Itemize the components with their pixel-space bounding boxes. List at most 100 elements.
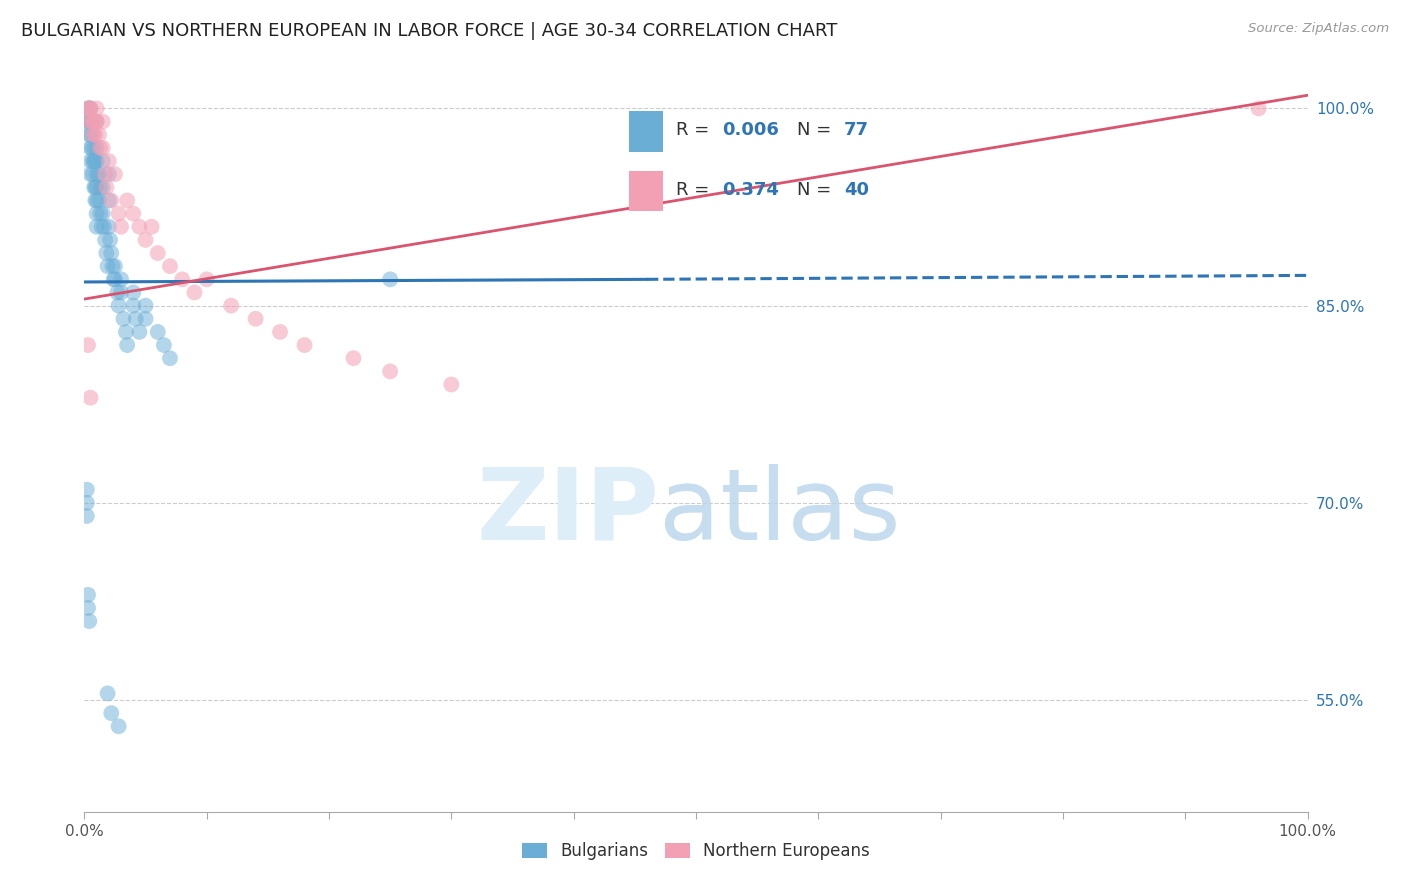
Point [1247, 102, 1270, 116]
Point [94, 233, 117, 247]
Point [76, 483, 98, 497]
Text: atlas: atlas [659, 464, 901, 560]
Point [101, 259, 124, 273]
Text: BULGARIAN VS NORTHERN EUROPEAN IN LABOR FORCE | AGE 30-34 CORRELATION CHART: BULGARIAN VS NORTHERN EUROPEAN IN LABOR … [21, 22, 838, 40]
Point [79, 167, 101, 181]
Point [110, 285, 132, 300]
Point [86, 219, 108, 234]
Point [342, 351, 364, 366]
Point [172, 272, 194, 286]
Point [107, 206, 129, 220]
Point [219, 299, 242, 313]
Point [76, 496, 98, 510]
Point [98, 233, 121, 247]
Point [77, 114, 100, 128]
Point [97, 259, 120, 273]
Point [115, 338, 138, 352]
Point [97, 154, 120, 169]
Point [97, 194, 120, 208]
Point [104, 259, 127, 273]
Point [77, 114, 100, 128]
Point [82, 154, 104, 169]
Point [94, 167, 117, 181]
Point [103, 272, 125, 286]
Legend: Bulgarians, Northern Europeans: Bulgarians, Northern Europeans [515, 836, 877, 867]
Point [82, 128, 104, 142]
Point [96, 180, 118, 194]
Point [104, 272, 127, 286]
Point [76, 508, 98, 523]
Point [107, 299, 129, 313]
Point [82, 128, 104, 142]
Point [77, 614, 100, 628]
Point [91, 114, 114, 128]
Point [86, 141, 108, 155]
Text: ZIP: ZIP [477, 464, 659, 560]
Point [183, 285, 205, 300]
Point [83, 180, 105, 194]
Point [91, 154, 114, 169]
Point [128, 219, 150, 234]
Point [141, 219, 163, 234]
Point [86, 180, 108, 194]
Point [79, 102, 101, 116]
Point [93, 219, 115, 234]
Point [91, 180, 114, 194]
Point [91, 141, 114, 155]
Point [83, 114, 105, 128]
Point [77, 128, 100, 142]
Point [79, 141, 101, 155]
Point [153, 338, 176, 352]
Point [135, 233, 157, 247]
Point [96, 246, 118, 260]
Point [135, 311, 157, 326]
Point [79, 114, 101, 128]
Point [294, 338, 316, 352]
Point [440, 377, 463, 392]
Point [380, 272, 402, 286]
Point [112, 311, 135, 326]
Point [77, 601, 100, 615]
Point [105, 285, 128, 300]
Point [89, 141, 111, 155]
Point [100, 706, 122, 720]
Point [97, 167, 120, 181]
Point [115, 194, 138, 208]
Point [90, 219, 112, 234]
Point [79, 391, 101, 405]
Point [87, 167, 110, 181]
Point [89, 206, 111, 220]
Point [80, 114, 103, 128]
Point [86, 194, 108, 208]
Point [84, 194, 107, 208]
Point [135, 299, 157, 313]
Point [84, 128, 107, 142]
Point [86, 114, 108, 128]
Point [83, 154, 105, 169]
Point [107, 719, 129, 733]
Text: Source: ZipAtlas.com: Source: ZipAtlas.com [1249, 22, 1389, 36]
Point [86, 206, 108, 220]
Point [195, 272, 218, 286]
Point [86, 114, 108, 128]
Point [77, 588, 100, 602]
Point [110, 219, 132, 234]
Point [79, 128, 101, 142]
Point [77, 338, 100, 352]
Point [86, 102, 108, 116]
Point [84, 180, 107, 194]
Point [86, 167, 108, 181]
Point [91, 206, 114, 220]
Point [80, 114, 103, 128]
Point [115, 325, 138, 339]
Point [269, 325, 291, 339]
Point [82, 167, 104, 181]
Point [77, 102, 100, 116]
Point [79, 114, 101, 128]
Point [122, 285, 145, 300]
Point [110, 272, 132, 286]
Point [77, 102, 100, 116]
Point [77, 102, 100, 116]
Point [146, 325, 169, 339]
Point [104, 167, 127, 181]
